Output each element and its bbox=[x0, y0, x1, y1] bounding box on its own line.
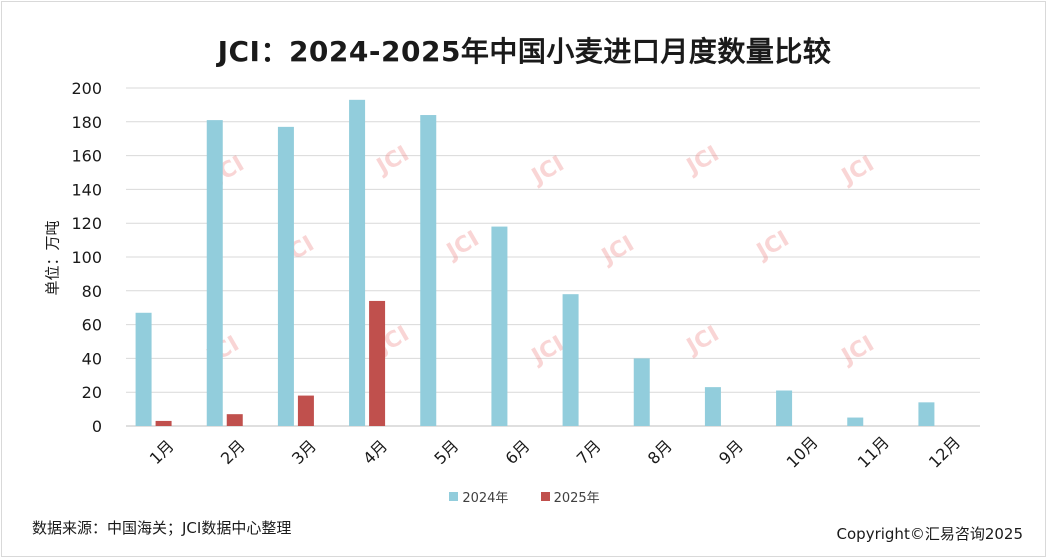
watermark-text: JCI bbox=[681, 141, 723, 180]
bar-2024年-6月 bbox=[491, 226, 508, 426]
x-tick-label: 8月 bbox=[644, 436, 676, 468]
watermark: JCI bbox=[836, 331, 878, 370]
x-tick-label: 10月 bbox=[783, 433, 822, 472]
y-tick-label: 60 bbox=[82, 316, 102, 335]
y-tick-label: 20 bbox=[82, 383, 102, 402]
bar-2024年-11月 bbox=[847, 417, 864, 426]
bar-2025年-1月 bbox=[155, 420, 172, 426]
data-source: 数据来源：中国海关；JCI数据中心整理 bbox=[32, 519, 292, 537]
y-tick-label: 120 bbox=[71, 214, 102, 233]
bar-2024年-9月 bbox=[704, 387, 721, 426]
chart-title: JCI：2024-2025年中国小麦进口月度数量比较 bbox=[217, 35, 832, 68]
bar-2025年-4月 bbox=[369, 300, 386, 426]
legend-label-2024: 2024年 bbox=[462, 491, 509, 506]
bar-2024年-4月 bbox=[349, 99, 366, 426]
bar-2024年-8月 bbox=[633, 358, 650, 426]
legend-item-2024: 2024年 bbox=[449, 487, 508, 506]
bar-2024年-3月 bbox=[277, 126, 294, 427]
y-tick-label: 0 bbox=[92, 417, 102, 436]
legend-swatch-2024 bbox=[449, 492, 459, 501]
x-tick-label: 2月 bbox=[217, 436, 249, 468]
bar-2024年-2月 bbox=[206, 120, 223, 427]
bar-2025年-2月 bbox=[226, 414, 243, 426]
watermark: JCI bbox=[441, 226, 483, 265]
y-tick-label: 160 bbox=[71, 147, 102, 166]
bar-2024年-10月 bbox=[776, 390, 793, 426]
watermark: JCI bbox=[371, 141, 413, 180]
bar-2025年-3月 bbox=[297, 395, 314, 426]
y-tick-label: 40 bbox=[82, 349, 102, 368]
watermark-text: JCI bbox=[526, 151, 568, 190]
bar-2024年-12月 bbox=[918, 402, 935, 426]
y-tick-label: 200 bbox=[71, 79, 102, 98]
legend-item-2025: 2025年 bbox=[540, 487, 600, 506]
watermark-text: JCI bbox=[441, 226, 483, 265]
y-tick-label: 80 bbox=[82, 282, 102, 301]
watermark: JCI bbox=[596, 231, 638, 270]
watermark-text: JCI bbox=[371, 141, 413, 180]
watermark: JCI bbox=[526, 331, 568, 370]
bar-2024年-7月 bbox=[562, 294, 579, 426]
watermark-text: JCI bbox=[681, 321, 723, 360]
x-tick-label: 1月 bbox=[146, 436, 178, 468]
watermark: JCI bbox=[681, 141, 723, 180]
watermark: JCI bbox=[751, 226, 793, 265]
x-tick-label: 9月 bbox=[715, 436, 747, 468]
y-tick-label: 100 bbox=[71, 248, 102, 267]
x-tick-label: 7月 bbox=[573, 436, 605, 468]
watermark: JCI bbox=[681, 321, 723, 360]
x-tick-label: 4月 bbox=[359, 436, 391, 468]
legend: 2024年 2025年 bbox=[0, 487, 1049, 506]
watermark: JCI bbox=[526, 151, 568, 190]
watermark-text: JCI bbox=[836, 331, 878, 370]
x-tick-label: 3月 bbox=[288, 436, 320, 468]
x-tick-label: 6月 bbox=[502, 436, 534, 468]
legend-swatch-2025 bbox=[540, 492, 550, 501]
copyright: Copyright©汇易咨询2025 bbox=[836, 525, 1023, 543]
watermark-text: JCI bbox=[526, 331, 568, 370]
y-tick-label: 180 bbox=[71, 113, 102, 132]
x-tick-label: 11月 bbox=[854, 433, 893, 472]
legend-label-2025: 2025年 bbox=[553, 491, 600, 506]
watermark-text: JCI bbox=[751, 226, 793, 265]
y-tick-label: 140 bbox=[71, 180, 102, 199]
watermark: JCI bbox=[836, 151, 878, 190]
x-tick-label: 5月 bbox=[430, 436, 462, 468]
watermark-text: JCI bbox=[596, 231, 638, 270]
watermark-text: JCI bbox=[836, 151, 878, 190]
bar-2024年-1月 bbox=[135, 312, 152, 426]
x-tick-label: 12月 bbox=[925, 433, 964, 472]
bar-2024年-5月 bbox=[420, 115, 437, 426]
